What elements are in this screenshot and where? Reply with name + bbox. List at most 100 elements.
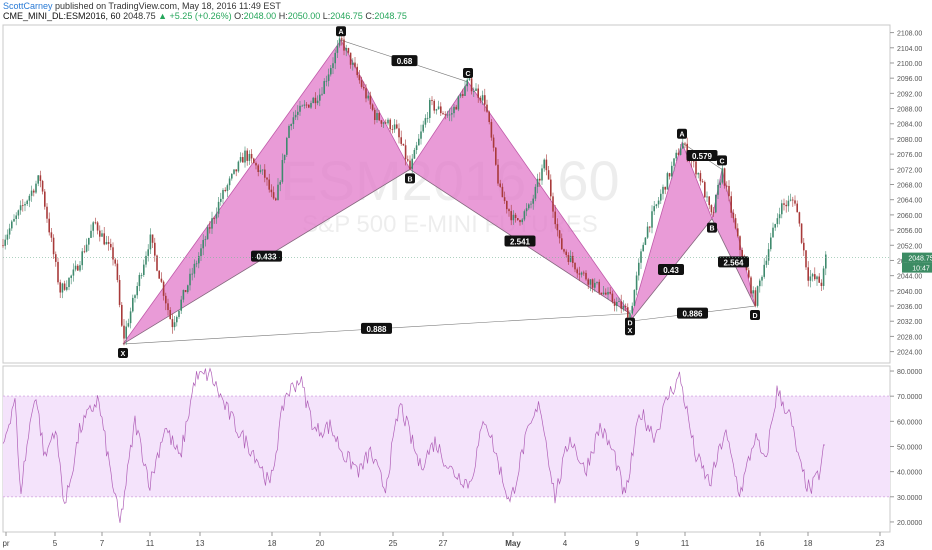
price-pane-border [2,24,891,364]
candle-body [96,222,99,231]
candle-body [61,283,64,293]
symbol-label[interactable]: CME_MINI_DL:ESM2016, 60 [3,11,121,21]
candle-body [752,290,754,294]
candle-body [286,137,288,155]
candle-body [442,113,444,115]
candle-body [68,277,70,288]
candle-body [233,169,235,174]
candle-body [594,282,596,288]
rsi-tick-label: 70.0000 [897,394,922,401]
candle-body [259,170,262,173]
candle-body [132,297,134,312]
candle-body [66,287,68,290]
ratio-label: 0.579 [692,152,713,161]
candle-body [374,109,376,121]
candle-body [242,157,244,163]
time-tick-label: 11 [146,539,155,548]
candle-body [103,233,105,245]
candle-body [107,241,110,244]
candle-body [378,113,380,121]
candle-body [336,45,339,53]
candle-body [37,175,39,184]
candle-body [774,224,776,228]
price-tick-label: 2100.00 [897,61,922,68]
candle-body [215,213,218,219]
candle-body [147,249,149,256]
candle-body [116,263,119,280]
candle-body [195,263,198,265]
price-tick-label: 2080.00 [897,137,922,144]
candle-body [488,111,490,123]
candle-body [717,184,719,195]
candle-body [253,158,255,164]
point-badge [677,128,687,139]
candle-body [151,234,154,243]
candle-body [171,319,174,328]
candle-body [33,190,35,193]
candle-body [426,117,429,119]
candle-body [314,97,317,104]
candle-body [92,222,94,231]
candle-body [268,179,270,190]
candle-body [407,159,409,161]
price-axis[interactable]: 2108.00 2104.00 2100.00 2096.00 2092.00 2088.… [890,31,922,357]
candle-body [413,149,416,159]
candle-body [497,164,499,184]
last-price-tag [902,252,932,263]
candle-body [85,244,88,252]
candle-body [803,242,805,251]
price-tick-label: 2084.00 [897,122,922,129]
candle-body [583,272,585,274]
time-tick-label: 11 [681,539,690,548]
candle-body [693,160,695,162]
point-badge [707,222,717,233]
point-label-D: D [752,313,757,320]
candle-body [2,245,4,247]
author-link[interactable]: ScottCarney [3,1,53,11]
candle-body [341,38,343,40]
candle-body [547,170,550,180]
candle-body [127,323,130,327]
point-badge [750,310,760,321]
ratio-label: 2.541 [510,237,531,246]
candle-body [220,198,222,202]
candle-body [209,227,211,229]
candle-body [83,251,86,253]
point-badge [405,173,415,184]
rsi-tick-label: 60.0000 [897,419,922,426]
candle-body [312,97,314,103]
candle-body [754,290,757,306]
candle-body [455,106,457,110]
candle-body [638,262,640,276]
candle-body [611,293,614,302]
rsi-axis[interactable]: 80.0000 70.0000 60.0000 50.0000 40.0000 30.00… [890,369,922,527]
candle-body [600,292,603,295]
candle-body [149,234,152,250]
candle-body [391,129,394,130]
point-label-B: B [407,176,412,183]
candle-body [561,238,563,250]
candle-body [237,161,240,172]
candle-body [162,281,165,296]
candle-body [26,200,28,205]
candle-body [468,78,471,80]
candle-body [299,105,301,112]
candle-body [235,169,237,172]
ratio-label: 2.564 [723,258,744,267]
candle-body [248,153,251,161]
candle-body [825,254,827,269]
ratio-badge [504,235,536,247]
price-tick-label: 2024.00 [897,350,922,357]
candle-body [57,261,59,283]
time-axis[interactable]: pr 5 7 11 13 18 20 25 27 May 4 9 11 16 18 23 [2,532,885,548]
price-tick-label: 2056.00 [897,228,922,235]
candle-body [255,163,257,166]
candle-body [492,137,495,148]
candle-body [46,206,48,219]
candle-body [649,226,651,228]
candle-body [521,219,523,223]
candle-body [101,233,103,237]
candle-body [123,325,125,339]
open-label: O: [234,11,244,21]
